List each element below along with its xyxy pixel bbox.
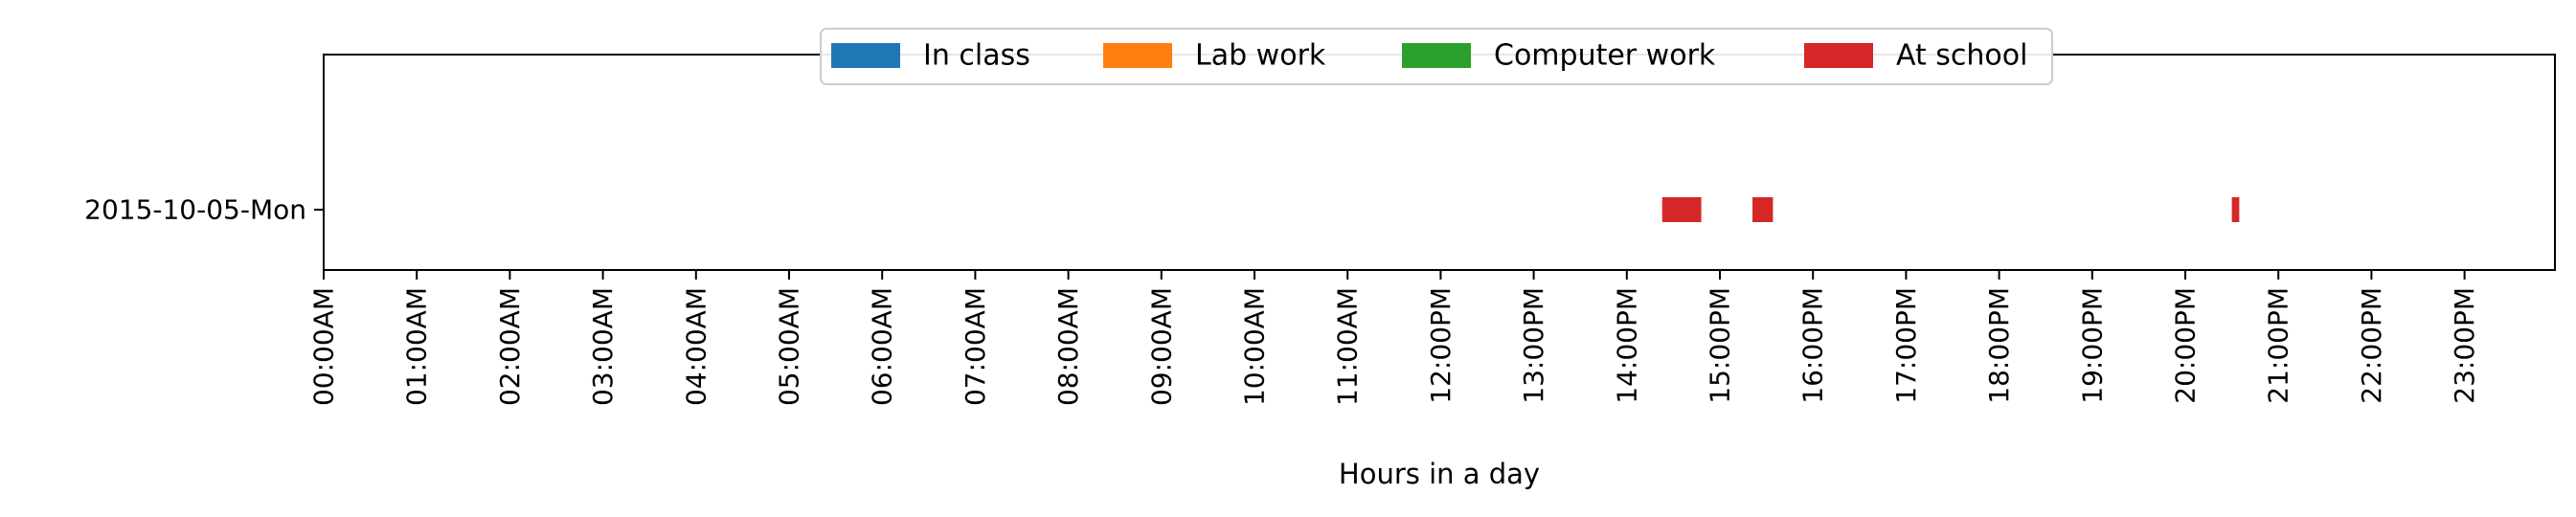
x-tick-label: 06:00AM	[867, 287, 898, 406]
legend-label: Lab work	[1195, 39, 1326, 73]
x-tick-label: 03:00AM	[587, 287, 619, 406]
x-tick-label: 02:00AM	[494, 287, 526, 406]
x-tick-label: 13:00PM	[1518, 287, 1549, 404]
x-tick-label: 15:00PM	[1705, 287, 1736, 404]
plot-area	[324, 55, 2555, 270]
y-axis: 2015-10-05-Mon	[84, 194, 324, 226]
activity-bar	[1752, 197, 1774, 222]
activity-bar	[1661, 197, 1702, 222]
x-tick-label: 11:00AM	[1332, 287, 1364, 406]
x-tick-label: 18:00PM	[1983, 287, 2015, 404]
legend-swatch	[1402, 43, 1471, 68]
legend-swatch	[831, 43, 900, 68]
x-tick-label: 20:00PM	[2170, 287, 2202, 404]
x-tick-label: 09:00AM	[1145, 287, 1177, 406]
x-tick-label: 23:00PM	[2449, 287, 2480, 404]
x-tick-label: 17:00PM	[1890, 287, 1922, 404]
x-tick-label: 14:00PM	[1611, 287, 1642, 404]
x-tick-label: 22:00PM	[2356, 287, 2387, 404]
legend-label: In class	[923, 39, 1030, 73]
x-tick-label: 19:00PM	[2076, 287, 2108, 404]
x-tick-label: 05:00AM	[774, 287, 805, 406]
x-tick-label: 01:00AM	[401, 287, 433, 406]
legend-swatch	[1103, 43, 1172, 68]
x-tick-label: 21:00PM	[2263, 287, 2294, 404]
x-axis: 00:00AM 01:00AM 02:00AM 03:00AM 04:00AM 05:00…	[308, 270, 2480, 406]
x-tick-label: 12:00PM	[1425, 287, 1457, 404]
y-tick-label: 2015-10-05-Mon	[84, 194, 306, 226]
x-tick-label: 16:00PM	[1797, 287, 1829, 404]
legend-swatch	[1804, 43, 1873, 68]
x-tick-label: 08:00AM	[1052, 287, 1084, 406]
legend-label: Computer work	[1494, 39, 1716, 73]
bars-layer	[1661, 197, 2240, 222]
activity-bar	[2231, 197, 2240, 222]
x-tick-label: 00:00AM	[308, 287, 340, 406]
legend: In class Lab work Computer work At school	[820, 28, 2053, 85]
x-tick-label: 07:00AM	[960, 287, 991, 406]
legend-label: At school	[1896, 39, 2027, 73]
x-tick-label: 04:00AM	[680, 287, 712, 406]
x-axis-label: Hours in a day	[1339, 458, 1540, 490]
x-tick-label: 10:00AM	[1239, 287, 1271, 406]
